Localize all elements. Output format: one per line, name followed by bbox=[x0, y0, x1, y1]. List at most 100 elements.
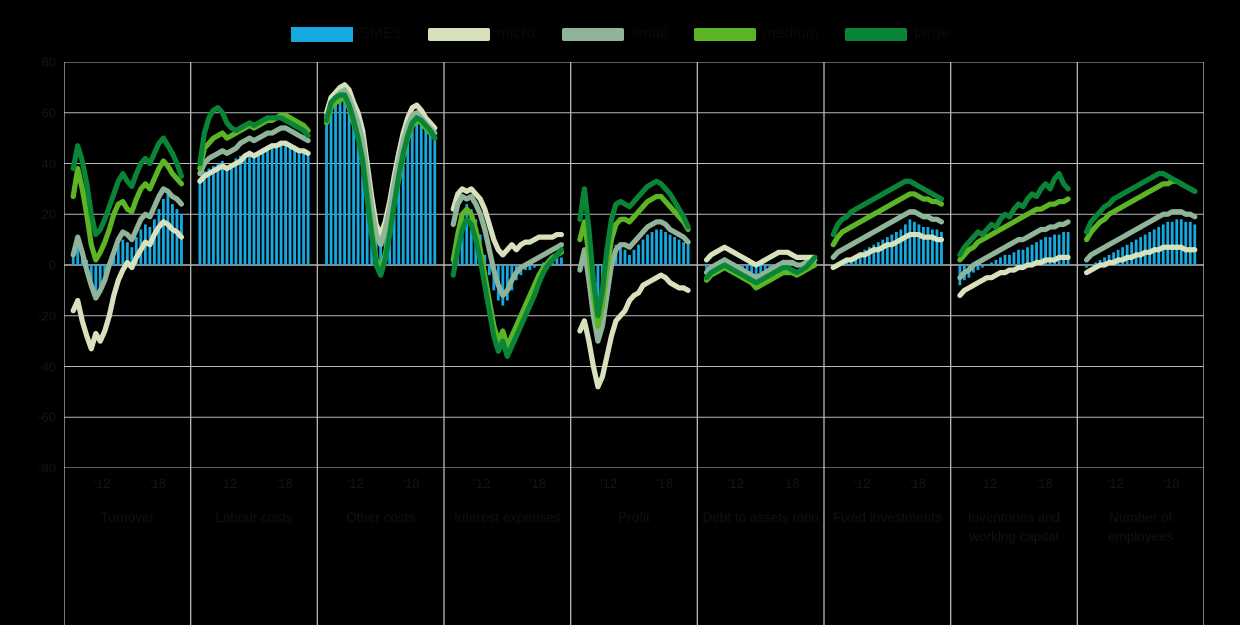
bar-datapoint bbox=[935, 229, 939, 265]
bar-datapoint bbox=[894, 232, 898, 265]
legend-swatch-large bbox=[845, 27, 908, 41]
bar-datapoint bbox=[302, 150, 306, 265]
bar-datapoint bbox=[216, 163, 220, 265]
legend-swatch-smes bbox=[290, 26, 353, 42]
x-axis-tick-label: '18 bbox=[782, 476, 800, 491]
bar-datapoint bbox=[465, 204, 469, 265]
bar-datapoint bbox=[985, 265, 989, 266]
bar-datapoint bbox=[361, 143, 365, 265]
legend-swatch-small bbox=[561, 27, 624, 41]
bar-datapoint bbox=[1008, 254, 1011, 265]
bar-datapoint bbox=[243, 153, 247, 265]
bar-datapoint bbox=[1062, 232, 1066, 265]
bar-datapoint bbox=[157, 209, 161, 265]
x-axis-panel: '12 '18 Debt to assets ratio bbox=[697, 468, 824, 625]
x-axis-tick-label: '12 bbox=[600, 476, 618, 491]
bar-datapoint bbox=[352, 117, 356, 265]
bar-datapoint bbox=[121, 239, 125, 265]
y-axis-tick-label: 80 bbox=[41, 54, 56, 70]
x-axis-ticks: '12 '18 bbox=[824, 468, 951, 502]
x-axis-tick-label: '12 bbox=[346, 476, 364, 491]
line-series-micro bbox=[197, 140, 311, 184]
bar-datapoint bbox=[528, 265, 532, 271]
legend-swatch-micro bbox=[427, 27, 490, 41]
bar-datapoint bbox=[1179, 219, 1183, 265]
line-series-micro bbox=[1083, 244, 1198, 276]
bar-datapoint bbox=[931, 229, 934, 265]
line-series-small bbox=[1083, 209, 1198, 263]
x-axis: '12 '18 Turnover '12 '18 Labour costs '12 '18 Ot… bbox=[64, 468, 1204, 625]
bar-datapoint bbox=[230, 163, 233, 265]
legend-label: large bbox=[914, 25, 950, 42]
x-axis-tick-label: '18 bbox=[402, 476, 420, 491]
bar-datapoint bbox=[279, 140, 283, 265]
bar-datapoint bbox=[1044, 237, 1047, 265]
line-series-micro bbox=[450, 186, 565, 258]
bar-datapoint bbox=[76, 244, 80, 265]
panel-turnover bbox=[70, 135, 185, 352]
bar-datapoint bbox=[162, 199, 165, 265]
bar-datapoint bbox=[560, 257, 563, 265]
x-axis-tick-label: '12 bbox=[473, 476, 491, 491]
bar-datapoint bbox=[1112, 252, 1116, 265]
x-axis-panel: '12 '18 Other costs bbox=[317, 468, 444, 625]
panel-number-of-employees bbox=[1083, 171, 1198, 276]
bar-datapoint bbox=[98, 265, 102, 288]
bar-datapoint bbox=[1035, 242, 1038, 265]
legend-label: micro bbox=[496, 25, 536, 42]
bar-datapoint bbox=[999, 257, 1002, 265]
bar-datapoint bbox=[152, 219, 156, 265]
bar-datapoint bbox=[885, 237, 889, 265]
bar-datapoint bbox=[505, 265, 509, 301]
x-axis-panel: '12 '18 Number of employees bbox=[1077, 468, 1204, 625]
bar-datapoint bbox=[1017, 249, 1020, 265]
bar-datapoint bbox=[686, 244, 690, 265]
bar-datapoint bbox=[1193, 224, 1197, 265]
line-series-micro bbox=[70, 219, 185, 352]
x-axis-ticks: '12 '18 bbox=[191, 468, 318, 502]
line-series-small bbox=[830, 209, 945, 260]
bar-datapoint bbox=[424, 125, 428, 265]
bar-datapoint bbox=[532, 265, 536, 268]
x-axis-tick-label: '12 bbox=[853, 476, 871, 491]
panel-category-label: Inventories and working capital bbox=[967, 510, 1061, 544]
bar-datapoint bbox=[257, 150, 260, 265]
bar-datapoint bbox=[103, 265, 107, 276]
line-series-medium bbox=[957, 196, 1071, 263]
x-axis-tick-label: '12 bbox=[220, 476, 238, 491]
bar-datapoint bbox=[221, 160, 224, 265]
bar-datapoint bbox=[252, 153, 256, 265]
bar-datapoint bbox=[401, 148, 405, 265]
bar-datapoint bbox=[261, 148, 265, 265]
x-axis-ticks: '12 '18 bbox=[1077, 468, 1204, 502]
bar-datapoint bbox=[225, 166, 229, 265]
bar-datapoint bbox=[207, 168, 211, 265]
x-axis-panel: '12 '18 Interest expenses bbox=[444, 468, 571, 625]
panel-labour-costs bbox=[197, 105, 311, 265]
chart-canvas bbox=[64, 62, 1204, 468]
panel-inventories-and-working-capital bbox=[957, 171, 1071, 299]
legend-label: medium bbox=[762, 25, 820, 42]
line-series-large bbox=[70, 135, 185, 238]
x-axis-tick-label: '12 bbox=[1106, 476, 1124, 491]
line-series-small bbox=[197, 125, 311, 177]
panel-category-label: Number of employees bbox=[1108, 510, 1174, 544]
bar-datapoint bbox=[705, 265, 708, 271]
bar-datapoint bbox=[1021, 249, 1025, 265]
line-series-micro bbox=[957, 254, 1071, 299]
bar-datapoint bbox=[202, 171, 206, 265]
legend-item-medium: medium bbox=[693, 25, 820, 43]
bar-datapoint bbox=[306, 153, 310, 265]
bar-datapoint bbox=[410, 122, 414, 266]
bar-datapoint bbox=[912, 221, 916, 265]
bar-datapoint bbox=[664, 232, 667, 265]
bar-datapoint bbox=[881, 239, 885, 265]
panel-other-costs bbox=[323, 82, 438, 278]
panel-debt-to-assets-ratio bbox=[703, 244, 818, 291]
bar-datapoint bbox=[659, 229, 663, 265]
bar-datapoint bbox=[275, 143, 278, 265]
bar-datapoint bbox=[175, 209, 179, 265]
line-series-small bbox=[577, 219, 691, 344]
legend-item-smes: SMEs bbox=[290, 25, 402, 43]
